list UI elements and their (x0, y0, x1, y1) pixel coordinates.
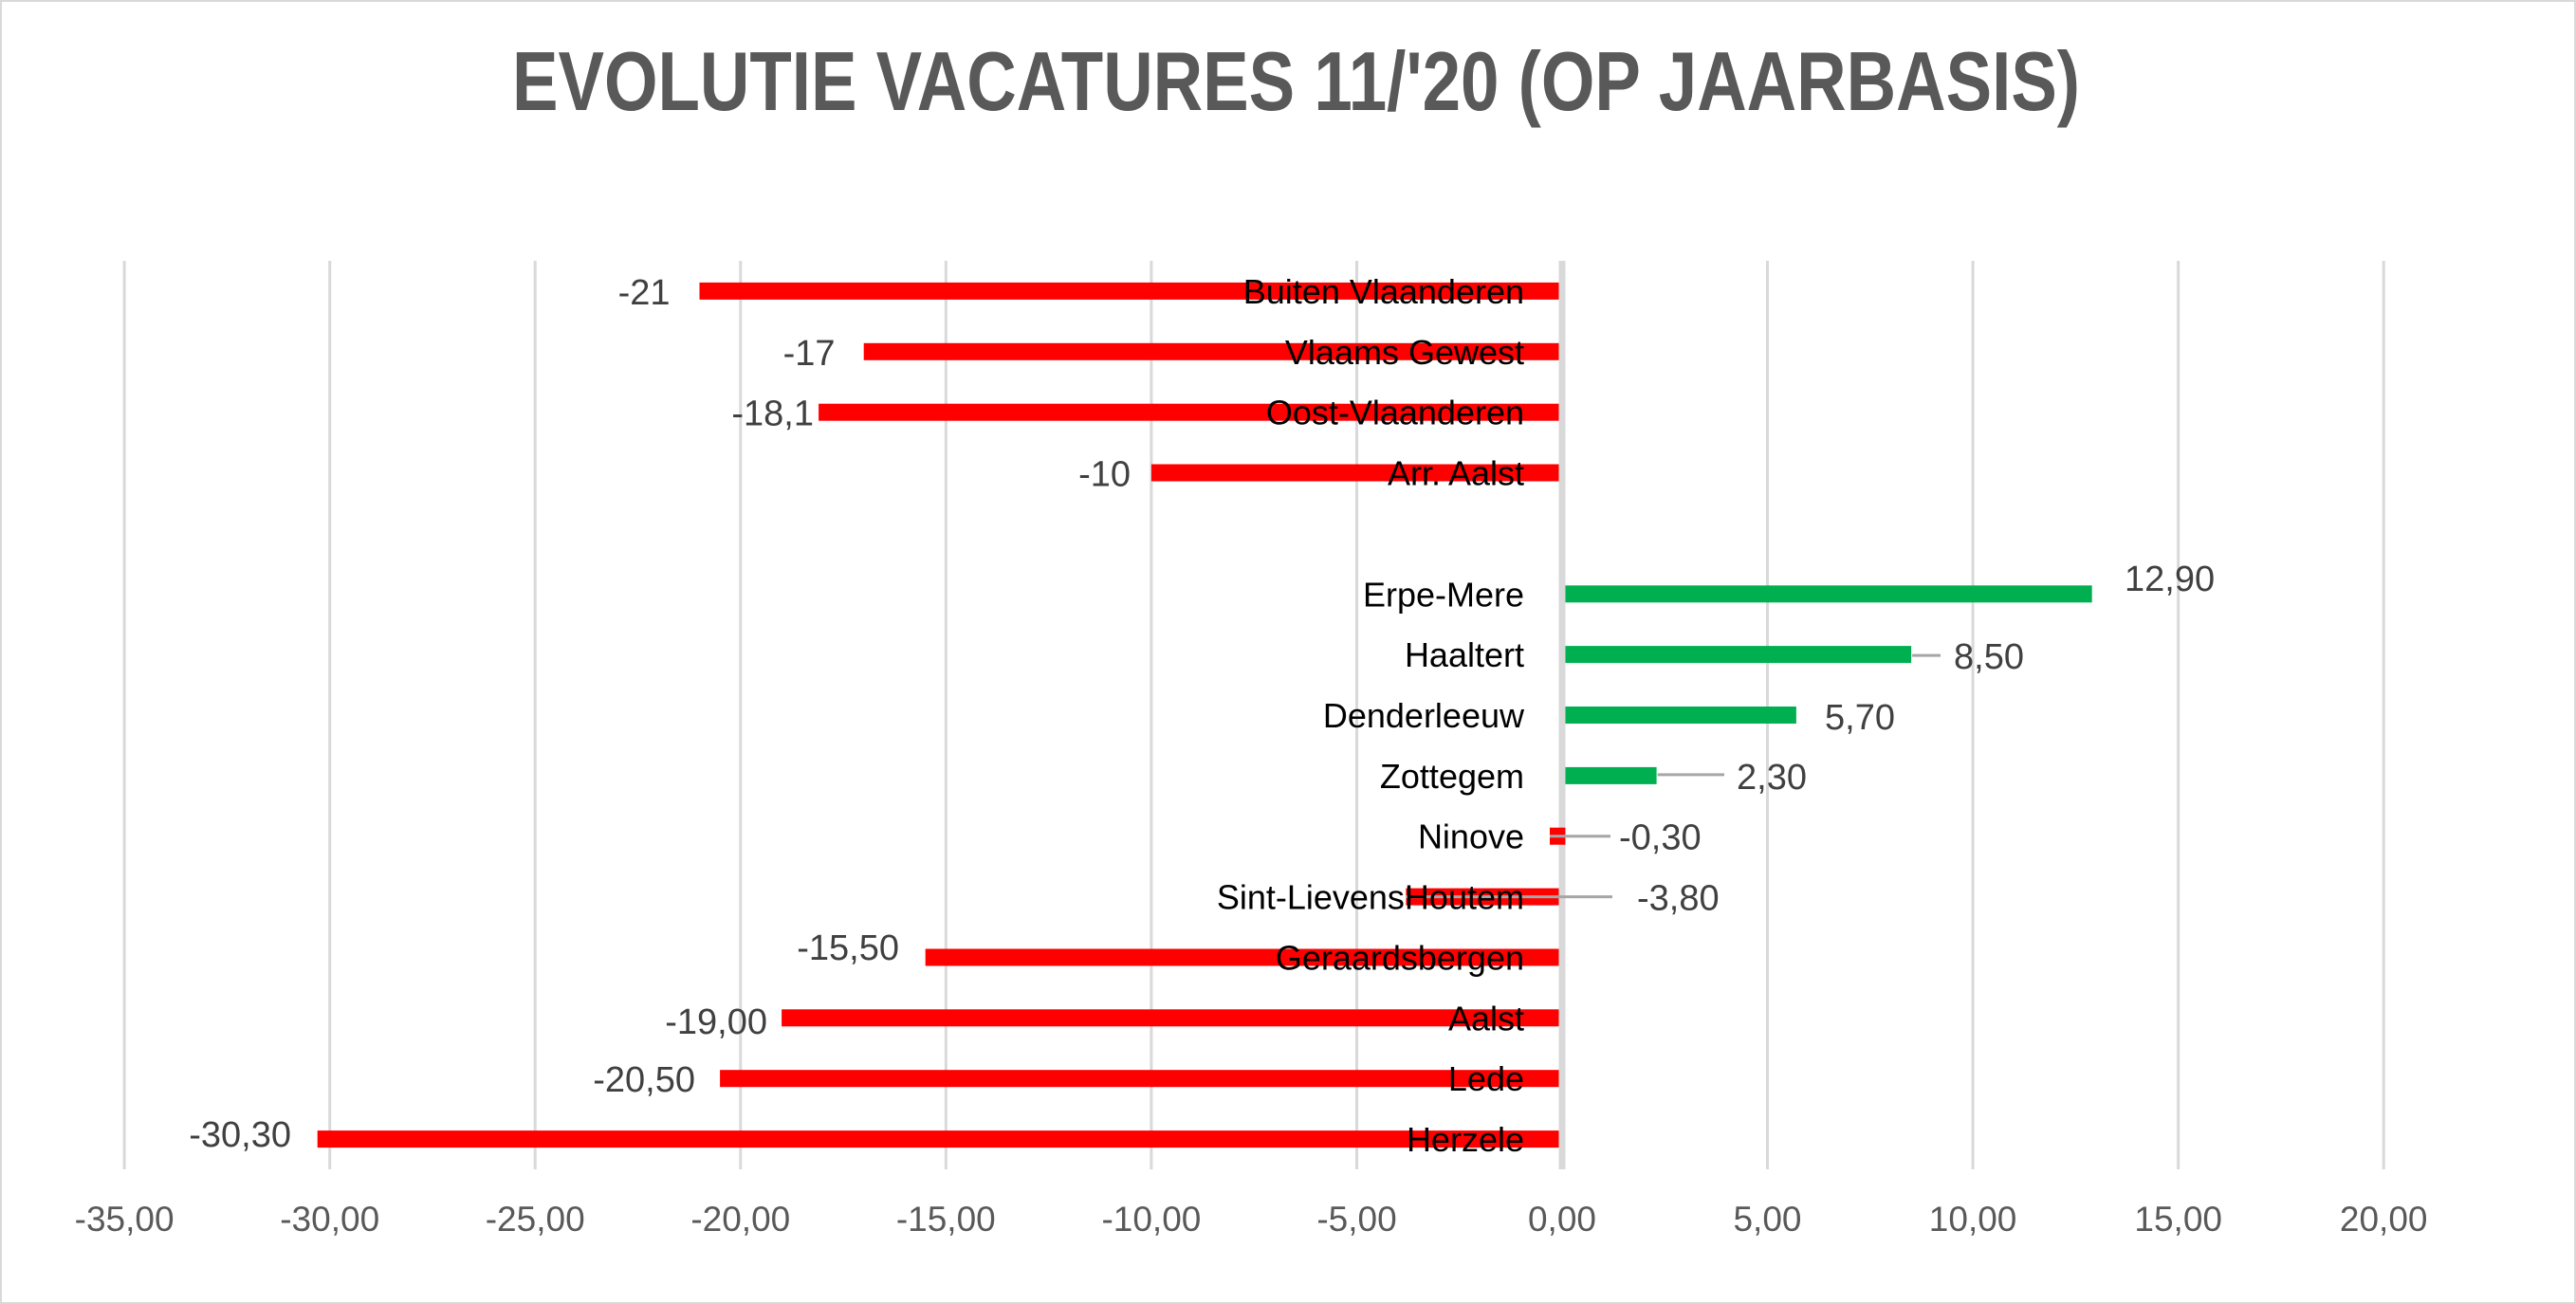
svg-text:-20,00: -20,00 (690, 1200, 790, 1239)
svg-text:Buiten Vlaanderen: Buiten Vlaanderen (1243, 272, 1524, 311)
svg-text:-0,30: -0,30 (1619, 818, 1702, 858)
svg-text:2,30: 2,30 (1737, 758, 1807, 798)
svg-text:-17: -17 (783, 334, 836, 374)
svg-text:5,70: 5,70 (1825, 698, 1895, 738)
svg-text:10,00: 10,00 (1929, 1200, 2017, 1239)
svg-text:-15,50: -15,50 (797, 928, 899, 968)
svg-text:Vlaams Gewest: Vlaams Gewest (1285, 333, 1524, 372)
svg-text:Erpe-Mere: Erpe-Mere (1363, 575, 1524, 614)
svg-text:Ninove: Ninove (1418, 817, 1524, 856)
svg-text:Aalst: Aalst (1448, 999, 1524, 1038)
svg-text:5,00: 5,00 (1733, 1200, 1801, 1239)
svg-text:-19,00: -19,00 (665, 1002, 767, 1042)
svg-text:Herzele: Herzele (1407, 1120, 1524, 1159)
svg-text:-20,50: -20,50 (593, 1060, 695, 1100)
svg-text:-15,00: -15,00 (896, 1200, 996, 1239)
svg-text:-30,00: -30,00 (280, 1200, 379, 1239)
svg-text:Oost-Vlaanderen: Oost-Vlaanderen (1266, 394, 1524, 432)
svg-text:-3,80: -3,80 (1637, 879, 1720, 919)
svg-text:20,00: 20,00 (2340, 1200, 2428, 1239)
svg-text:-5,00: -5,00 (1316, 1200, 1396, 1239)
svg-text:Arr. Aalst: Arr. Aalst (1388, 454, 1524, 493)
svg-text:-25,00: -25,00 (486, 1200, 585, 1239)
svg-text:-18,1: -18,1 (731, 395, 814, 434)
svg-text:-10: -10 (1078, 455, 1131, 495)
svg-text:-21: -21 (618, 273, 671, 313)
svg-text:-30,30: -30,30 (189, 1115, 291, 1155)
svg-text:15,00: 15,00 (2134, 1200, 2222, 1239)
svg-text:8,50: 8,50 (1954, 637, 2024, 677)
svg-text:0,00: 0,00 (1528, 1200, 1596, 1239)
svg-text:Lede: Lede (1448, 1059, 1524, 1098)
svg-text:Zottegem: Zottegem (1380, 757, 1524, 796)
svg-text:Geraardsbergen: Geraardsbergen (1276, 939, 1524, 978)
svg-text:-35,00: -35,00 (75, 1200, 175, 1239)
svg-text:-10,00: -10,00 (1101, 1200, 1201, 1239)
svg-text:Denderleeuw: Denderleeuw (1323, 696, 1525, 735)
svg-text:EVOLUTIE VACATURES 11/'20 (OP: EVOLUTIE VACATURES 11/'20 (OP JAARBASIS) (512, 34, 2080, 128)
svg-text:12,90: 12,90 (2125, 560, 2215, 599)
svg-text:Sint-LievensHoutem: Sint-LievensHoutem (1217, 878, 1524, 917)
svg-text:Haaltert: Haaltert (1405, 635, 1524, 674)
